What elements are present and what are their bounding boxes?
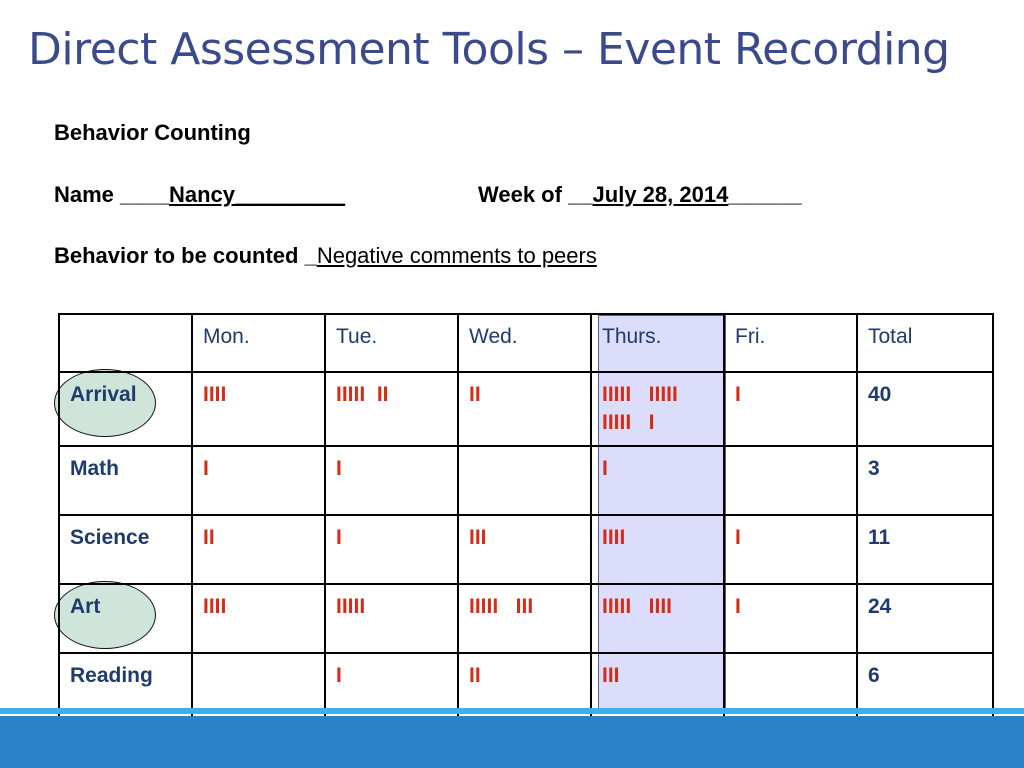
behavior-value: Negative comments to peers: [316, 243, 597, 268]
row-label: Arrival: [54, 369, 193, 447]
name-value: Nancy: [168, 182, 236, 207]
tally-cell: IIIII IIII: [590, 583, 725, 654]
row-label-text: Art: [70, 595, 101, 618]
tally-cell: III: [457, 514, 592, 585]
behavior-label: Behavior to be counted _: [54, 243, 317, 268]
table-row: Arrival IIII IIIII II II IIIII IIIII IIIII I…: [54, 369, 994, 447]
row-label: Math: [58, 445, 193, 516]
name-line: Name ____Nancy_________: [54, 182, 345, 208]
row-label-text: Arrival: [70, 383, 137, 406]
row-label: Art: [54, 581, 193, 654]
total-cell: 40: [856, 371, 994, 447]
row-label-text: Math: [70, 457, 119, 480]
page-title: Direct Assessment Tools – Event Recordin…: [28, 24, 950, 75]
week-label: Week of __: [478, 182, 593, 207]
week-tail: ______: [728, 182, 802, 207]
tally-cell: IIIII IIIII IIIII I: [590, 371, 725, 447]
column-header: Tue.: [324, 313, 459, 373]
form-heading: Behavior Counting: [54, 120, 251, 145]
tally-cell: I: [723, 371, 858, 447]
footer-band: [0, 716, 1024, 768]
column-header: [58, 313, 193, 373]
tally-cell: I: [723, 514, 858, 585]
tally-table-wrap: Mon. Tue. Wed. Thurs. Fri. Total Arrival IIII II…: [54, 313, 994, 724]
tally-table: Mon. Tue. Wed. Thurs. Fri. Total Arrival IIII II…: [54, 313, 994, 724]
tally-cell: [723, 445, 858, 516]
total-cell: 24: [856, 583, 994, 654]
row-label: Science: [58, 514, 193, 585]
footer-stripe: [0, 708, 1024, 714]
tally-cell: IIII: [191, 583, 326, 654]
table-row: Math I I I 3: [58, 445, 994, 516]
table-row: Art IIII IIIII IIIII III IIIII IIII I 24: [54, 581, 994, 654]
column-header: Mon.: [191, 313, 326, 373]
tally-cell: I: [324, 445, 459, 516]
week-line: Week of __July 28, 2014______: [478, 182, 802, 208]
tally-cell: [457, 445, 592, 516]
week-value: July 28, 2014: [592, 182, 729, 207]
tally-cell: IIIII: [324, 583, 459, 654]
column-header: Thurs.: [590, 313, 725, 373]
column-header: Fri.: [723, 313, 858, 373]
tally-cell: II: [191, 514, 326, 585]
name-tail: _________: [235, 182, 346, 207]
tally-cell: I: [191, 445, 326, 516]
tally-cell: I: [590, 445, 725, 516]
total-cell: 11: [856, 514, 994, 585]
row-label-text: Reading: [70, 664, 153, 687]
total-cell: 3: [856, 445, 994, 516]
behavior-line: Behavior to be counted _Negative comment…: [54, 243, 597, 269]
tally-cell: I: [723, 583, 858, 654]
tally-cell: I: [324, 514, 459, 585]
column-header: Wed.: [457, 313, 592, 373]
name-label: Name ____: [54, 182, 169, 207]
row-label-text: Science: [70, 526, 150, 549]
table-row: Science II I III IIII I 11: [58, 514, 994, 585]
tally-cell: IIII: [191, 371, 326, 447]
table-header-row: Mon. Tue. Wed. Thurs. Fri. Total: [58, 313, 994, 373]
column-header: Total: [856, 313, 994, 373]
tally-cell: IIIII II: [324, 371, 459, 447]
tally-cell: II: [457, 371, 592, 447]
tally-cell: IIII: [590, 514, 725, 585]
tally-cell: IIIII III: [457, 583, 592, 654]
